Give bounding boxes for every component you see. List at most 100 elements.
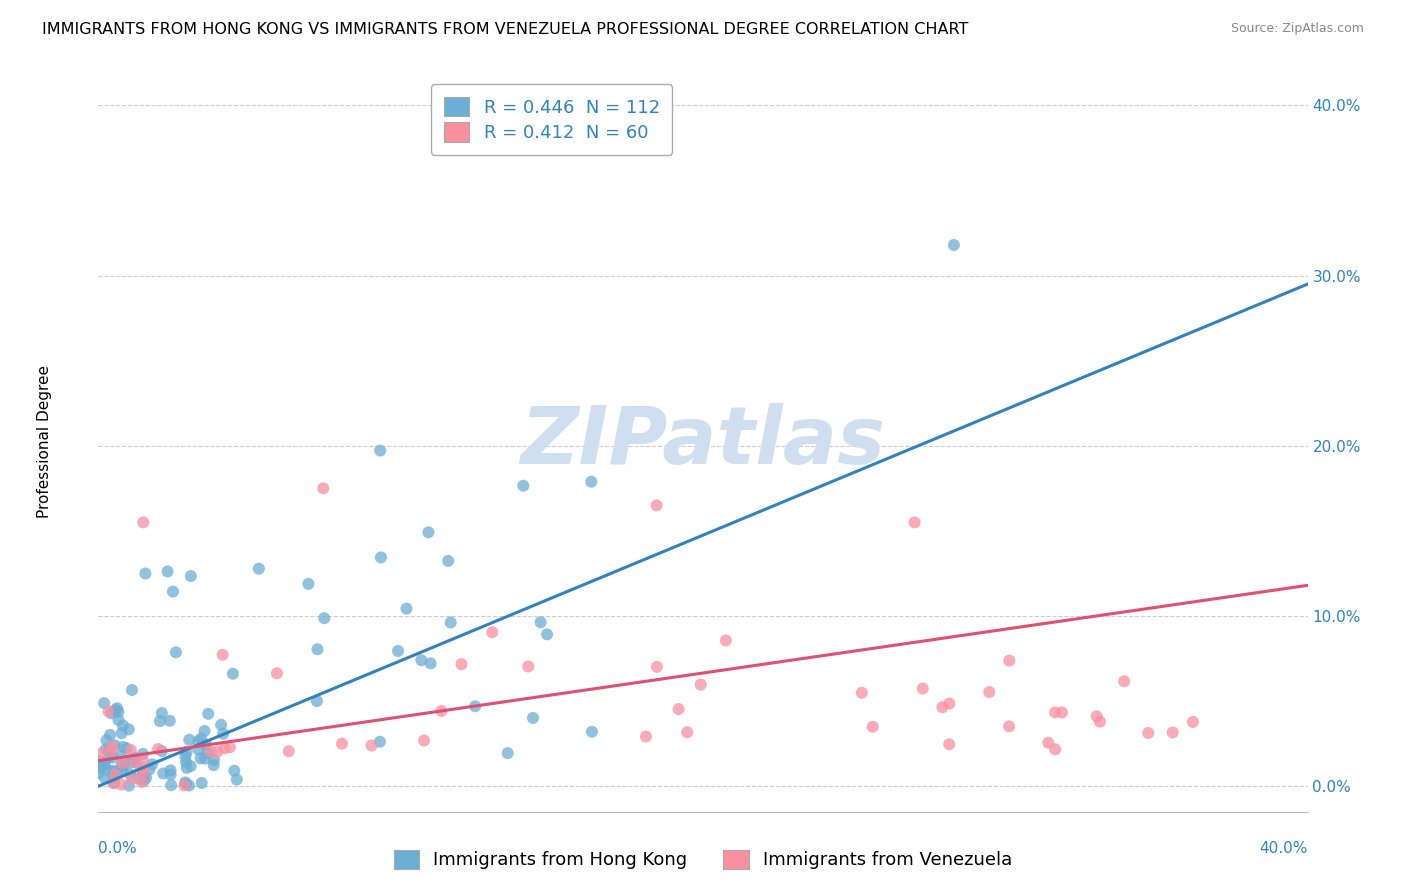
Point	[1181, 714, 1204, 729]
Point	[112, 760, 135, 774]
Text: IMMIGRANTS FROM HONG KONG VS IMMIGRANTS FROM VENEZUELA PROFESSIONAL DEGREE CORRE: IMMIGRANTS FROM HONG KONG VS IMMIGRANTS …	[42, 22, 969, 37]
Point	[1038, 736, 1060, 750]
Point	[132, 767, 155, 781]
Point	[93, 756, 115, 771]
Point	[370, 550, 392, 565]
Point	[224, 764, 246, 778]
Point	[120, 767, 142, 781]
Point	[132, 747, 155, 761]
Point	[1043, 706, 1066, 720]
Point	[413, 733, 436, 747]
Point	[998, 654, 1021, 668]
Point	[219, 740, 242, 755]
Point	[111, 718, 134, 732]
Point	[111, 763, 134, 777]
Point	[522, 711, 544, 725]
Point	[90, 758, 112, 772]
Point	[179, 732, 201, 747]
Point	[430, 704, 453, 718]
Point	[312, 481, 335, 495]
Legend: Immigrants from Hong Kong, Immigrants from Venezuela: Immigrants from Hong Kong, Immigrants fr…	[384, 840, 1022, 879]
Text: Source: ZipAtlas.com: Source: ZipAtlas.com	[1230, 22, 1364, 36]
Point	[190, 731, 212, 746]
Point	[411, 653, 433, 667]
Point	[180, 759, 202, 773]
Point	[1045, 742, 1067, 756]
Point	[1137, 726, 1160, 740]
Point	[101, 764, 124, 778]
Point	[132, 762, 155, 776]
Point	[851, 686, 873, 700]
Point	[481, 625, 503, 640]
Point	[197, 746, 219, 760]
Point	[174, 775, 197, 789]
Point	[150, 744, 173, 758]
Point	[530, 615, 553, 630]
Point	[174, 749, 197, 764]
Point	[112, 739, 135, 754]
Point	[187, 734, 209, 748]
Point	[862, 720, 884, 734]
Point	[225, 772, 247, 787]
Point	[714, 633, 737, 648]
Point	[118, 723, 141, 737]
Point	[138, 763, 160, 777]
Point	[450, 657, 472, 672]
Point	[124, 755, 146, 769]
Point	[98, 743, 121, 757]
Point	[911, 681, 934, 696]
Point	[90, 746, 112, 760]
Point	[395, 601, 418, 615]
Point	[330, 737, 353, 751]
Point	[121, 772, 143, 786]
Point	[146, 742, 169, 756]
Point	[938, 697, 960, 711]
Point	[104, 767, 127, 781]
Point	[120, 743, 142, 757]
Point	[87, 754, 110, 768]
Point	[197, 706, 219, 721]
Point	[87, 766, 110, 780]
Point	[105, 767, 128, 781]
Point	[98, 728, 121, 742]
Point	[512, 479, 534, 493]
Point	[517, 659, 540, 673]
Point	[174, 777, 197, 791]
Point	[97, 750, 120, 764]
Point	[125, 756, 148, 770]
Point	[581, 724, 603, 739]
Point	[132, 765, 155, 780]
Point	[118, 779, 141, 793]
Point	[305, 694, 328, 708]
Point	[194, 738, 217, 752]
Point	[202, 753, 225, 767]
Point	[94, 771, 117, 785]
Point	[165, 645, 187, 659]
Point	[387, 644, 409, 658]
Point	[159, 714, 181, 728]
Point	[212, 727, 235, 741]
Point	[668, 702, 690, 716]
Point	[645, 499, 668, 513]
Point	[104, 703, 127, 717]
Point	[149, 714, 172, 728]
Point	[634, 730, 657, 744]
Point	[134, 566, 156, 581]
Point	[360, 739, 382, 753]
Point	[132, 754, 155, 768]
Point	[194, 751, 217, 765]
Point	[104, 764, 127, 779]
Point	[277, 744, 299, 758]
Point	[96, 733, 118, 747]
Point	[93, 757, 115, 772]
Point	[132, 773, 155, 788]
Point	[496, 746, 519, 760]
Point	[110, 777, 132, 791]
Point	[437, 554, 460, 568]
Point	[173, 779, 195, 793]
Point	[121, 683, 143, 698]
Point	[676, 725, 699, 739]
Point	[689, 678, 711, 692]
Point	[187, 742, 209, 756]
Point	[1114, 674, 1136, 689]
